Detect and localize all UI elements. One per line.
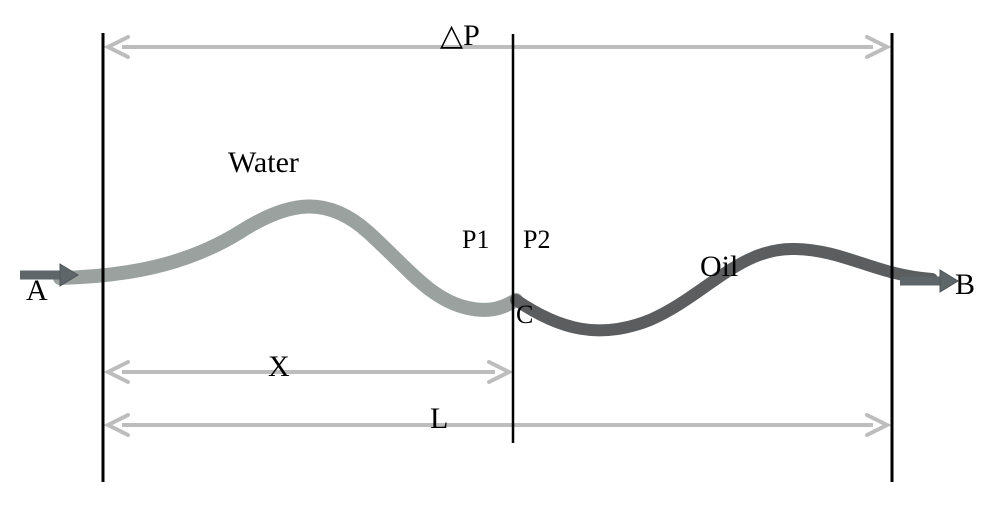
label-oil: Oil (700, 250, 738, 284)
dim-arrow-L (108, 415, 887, 435)
label-P1: P1 (462, 225, 489, 255)
label-P2: P2 (523, 225, 550, 255)
label-L: L (430, 402, 448, 436)
dim-arrow-deltaP (108, 37, 887, 57)
label-X: X (268, 350, 290, 384)
label-C: C (516, 300, 533, 330)
label-A: A (26, 274, 48, 308)
dim-arrow-X (108, 362, 509, 382)
label-B: B (955, 268, 975, 302)
displacement-diagram (0, 0, 1000, 508)
label-water: Water (228, 146, 299, 180)
label-deltaP: △P (440, 18, 480, 53)
water-path (60, 206, 516, 309)
